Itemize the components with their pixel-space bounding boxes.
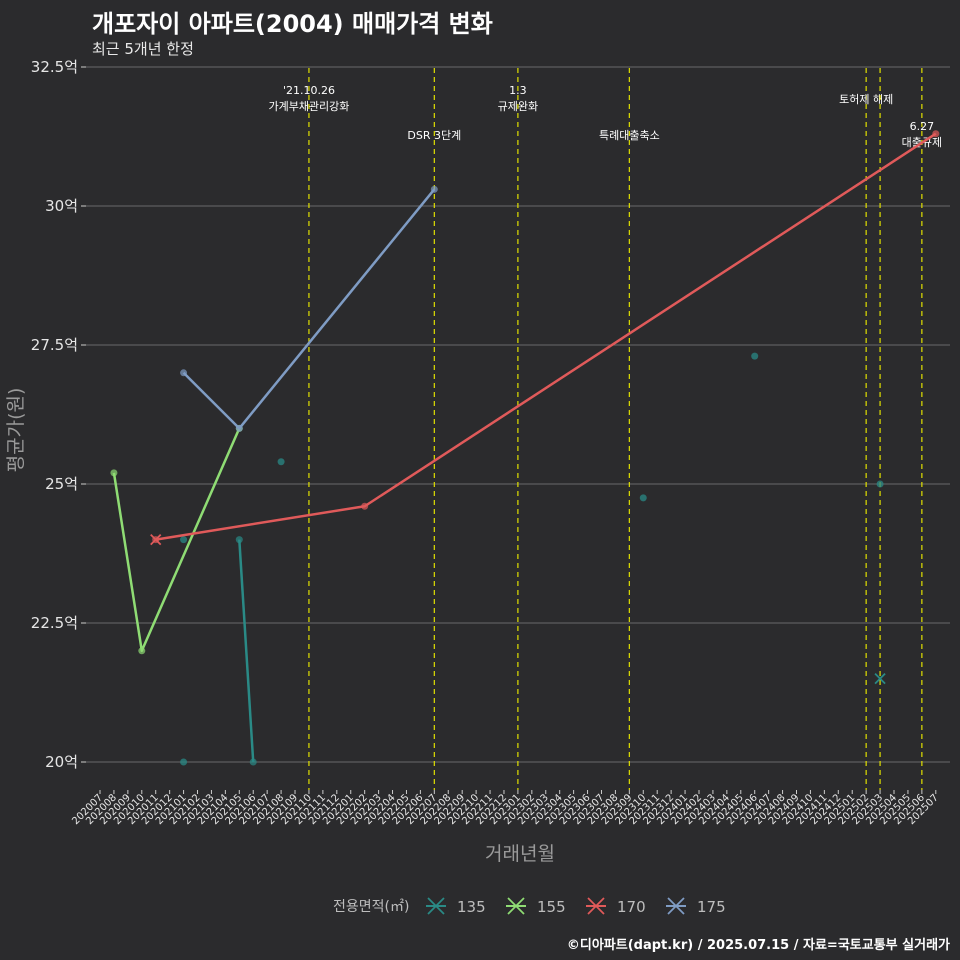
- data-point: [235, 424, 243, 432]
- data-point: [249, 758, 257, 766]
- data-point: [180, 758, 188, 766]
- legend-item-175: 175: [666, 897, 726, 916]
- legend-key-cross: [587, 897, 605, 915]
- y-tick-label: 22.5억: [31, 614, 78, 632]
- event-label: 토허제 해제: [839, 92, 893, 106]
- y-tick-label: 32.5억: [31, 58, 78, 76]
- series-line: [112, 427, 241, 653]
- legend-label: 170: [617, 898, 646, 916]
- y-tick-label: 27.5억: [31, 336, 78, 354]
- series-170: [150, 130, 940, 546]
- event-label: 특례대출축소: [599, 129, 660, 142]
- data-cross: [150, 533, 162, 546]
- series-155: [110, 424, 243, 655]
- data-cross: [874, 672, 886, 685]
- data-point: [138, 647, 146, 655]
- data-point: [110, 469, 118, 477]
- event-label: 1.3: [509, 84, 527, 97]
- y-axis: 20억 22.5억 25억 27.5억 30억 32.5억: [31, 58, 86, 771]
- data-point: [180, 369, 188, 377]
- event-label: DSR 3단계: [407, 129, 461, 142]
- y-tick-label: 30억: [45, 197, 78, 215]
- series-175: [180, 185, 438, 432]
- data-series: [110, 130, 940, 766]
- chart-subtitle: 최근 5개년 한정: [92, 40, 194, 58]
- data-point: [932, 130, 940, 138]
- chart-title: 개포자이 아파트(2004) 매매가격 변화: [92, 10, 493, 38]
- legend-item-155: 155: [506, 897, 566, 916]
- legend: 전용면적(㎡) 135 155 170 175: [333, 897, 726, 916]
- legend-key-cross: [427, 897, 445, 915]
- y-tick-label: 20억: [45, 753, 78, 771]
- event-label: '21.10.26: [283, 84, 335, 97]
- data-point: [180, 536, 188, 544]
- data-point: [751, 352, 759, 360]
- legend-key-cross: [507, 897, 525, 915]
- y-tick-label: 25억: [45, 475, 78, 493]
- event-label: 가계부채관리강화: [268, 100, 349, 113]
- legend-title: 전용면적(㎡): [333, 899, 409, 915]
- data-point: [235, 536, 243, 544]
- data-point: [876, 480, 884, 488]
- source-caption: ©디아파트(dapt.kr) / 2025.07.15 / 자료=국토교통부 실…: [566, 938, 950, 953]
- legend-label: 175: [697, 898, 726, 916]
- data-point: [361, 502, 369, 510]
- series-line: [155, 132, 937, 541]
- data-point: [430, 185, 438, 193]
- event-label: 6.27: [910, 120, 935, 133]
- legend-label: 135: [457, 898, 486, 916]
- data-point: [277, 458, 285, 466]
- x-axis: 2020072020082020092020102020112020122021…: [70, 790, 941, 827]
- series-line: [238, 539, 255, 763]
- data-point: [639, 494, 647, 502]
- series-135: [180, 352, 886, 766]
- legend-item-135: 135: [426, 897, 486, 916]
- legend-key-cross: [667, 897, 685, 915]
- x-axis-title: 거래년월: [485, 843, 555, 865]
- legend-label: 155: [537, 898, 566, 916]
- event-label: 규제완화: [498, 100, 538, 113]
- y-axis-title: 평균가(원): [5, 388, 27, 473]
- legend-item-170: 170: [586, 897, 646, 916]
